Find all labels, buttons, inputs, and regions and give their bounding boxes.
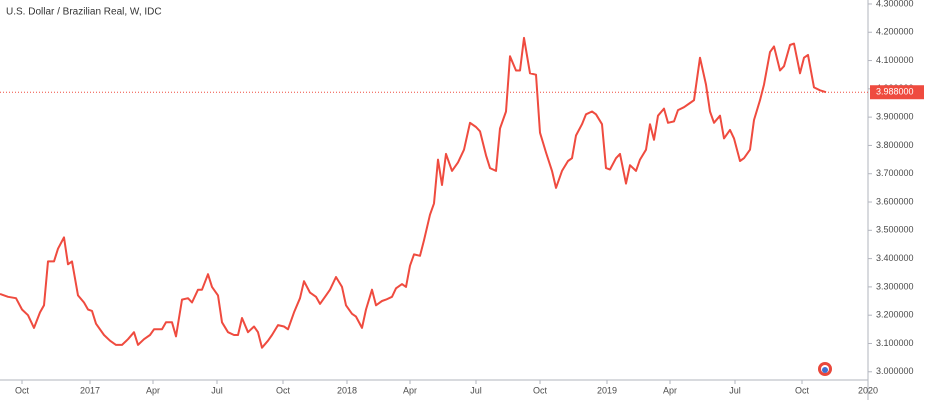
logo (818, 362, 832, 376)
y-tick-label: 3.900000 (876, 112, 914, 122)
x-tick-label: 2020 (858, 385, 878, 395)
x-tick-label: Apr (663, 385, 677, 395)
x-tick-label: Oct (795, 385, 810, 395)
y-tick-label: 4.200000 (876, 27, 914, 37)
price-line (0, 36, 827, 349)
chart-title: U.S. Dollar / Brazilian Real, W, IDC (6, 7, 162, 18)
x-tick-label: 2019 (597, 385, 617, 395)
x-tick-label: Jul (211, 385, 223, 395)
y-tick-label: 3.300000 (876, 281, 914, 291)
x-tick-label: 2018 (337, 385, 357, 395)
x-tick-label: 2017 (80, 385, 100, 395)
y-tick-label: 3.700000 (876, 168, 914, 178)
y-tick-label: 3.100000 (876, 338, 914, 348)
y-tick-label: 3.000000 (876, 366, 914, 376)
x-tick-label: Oct (15, 385, 30, 395)
y-tick-label: 4.100000 (876, 55, 914, 65)
x-tick-label: Jul (729, 385, 741, 395)
y-tick-label: 3.200000 (876, 310, 914, 320)
x-tick-label: Oct (276, 385, 291, 395)
last-price-label: 3.988000 (876, 87, 914, 97)
y-tick-label: 3.500000 (876, 225, 914, 235)
x-tick-label: Apr (403, 385, 417, 395)
y-tick-label: 3.600000 (876, 196, 914, 206)
x-tick-label: Jul (470, 385, 482, 395)
y-tick-label: 4.300000 (876, 0, 914, 8)
last-price-box (870, 85, 924, 100)
y-tick-label: 3.400000 (876, 253, 914, 263)
x-tick-label: Oct (533, 385, 548, 395)
y-tick-label: 3.800000 (876, 140, 914, 150)
x-tick-label: Apr (146, 385, 160, 395)
